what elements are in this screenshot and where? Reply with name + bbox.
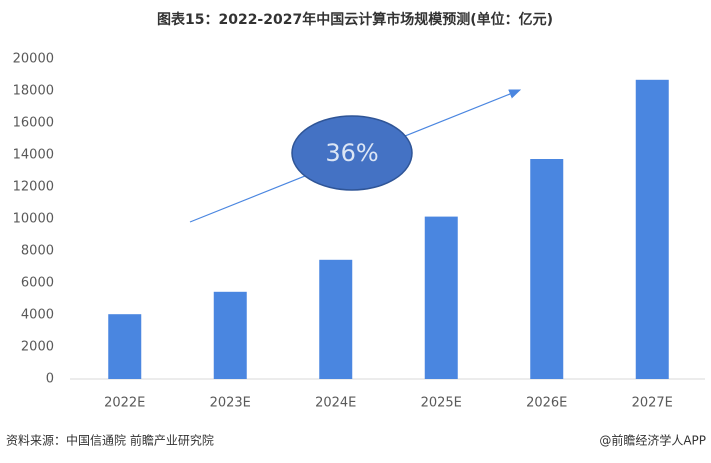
x-tick-label: 2024E [315, 396, 356, 411]
y-tick-label: 14000 [13, 148, 54, 163]
bar [213, 291, 247, 379]
credit: @前瞻经济学人APP [599, 433, 706, 448]
source: 资料来源：中国信通院 前瞻产业研究院 [6, 433, 214, 448]
y-tick-label: 0 [46, 372, 54, 387]
y-tick-label: 4000 [21, 308, 54, 323]
y-tick-label: 2000 [21, 340, 54, 355]
x-tick-label: 2022E [104, 396, 145, 411]
x-tick-label: 2027E [632, 396, 673, 411]
y-tick-label: 12000 [13, 180, 54, 195]
bar [319, 259, 353, 379]
x-tick-label: 2025E [421, 396, 462, 411]
annotation-ellipse [291, 115, 413, 191]
bar [530, 159, 564, 379]
y-tick-label: 10000 [13, 212, 54, 227]
y-tick-label: 8000 [21, 244, 54, 259]
y-tick-label: 20000 [13, 52, 54, 67]
bar [635, 79, 669, 380]
bar [108, 314, 142, 379]
chart-title: 图表15：2022-2027年中国云计算市场规模预测(单位：亿元) [157, 11, 553, 28]
y-tick-label: 6000 [21, 276, 54, 291]
bar [424, 216, 458, 379]
y-tick-label: 16000 [13, 116, 54, 131]
x-tick-label: 2026E [526, 396, 567, 411]
x-tick-label: 2023E [210, 396, 251, 411]
annotation: 36% [325, 139, 378, 167]
y-tick-label: 18000 [13, 84, 54, 99]
